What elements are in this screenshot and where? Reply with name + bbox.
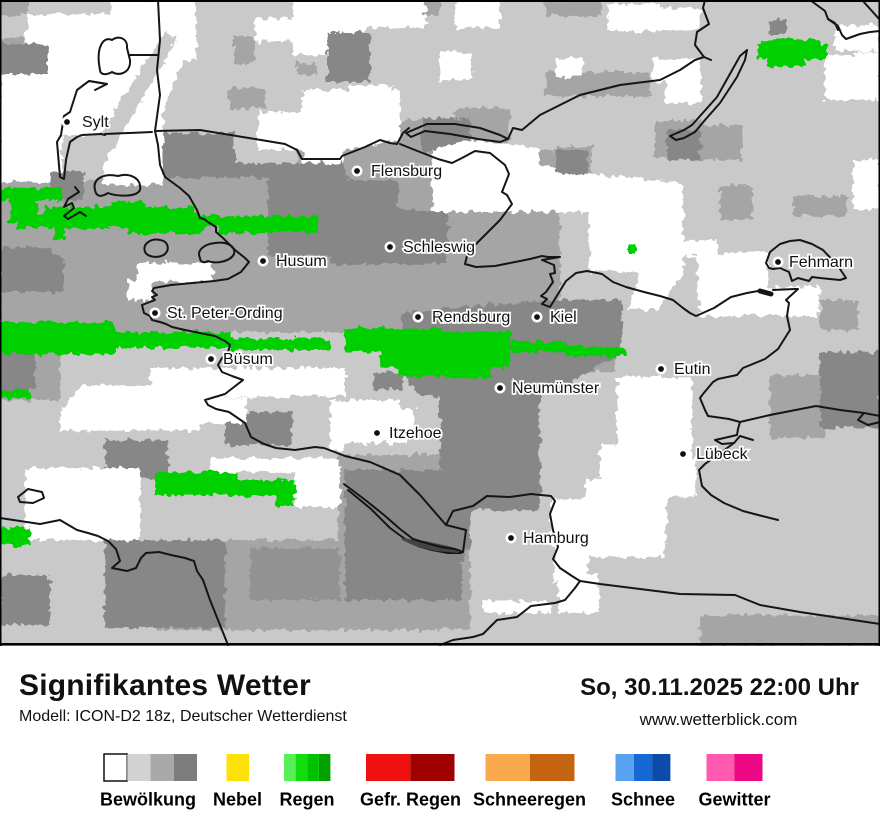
svg-text:Eutin: Eutin (674, 361, 710, 378)
svg-text:Flensburg: Flensburg (371, 163, 442, 180)
svg-text:Husum: Husum (276, 253, 327, 270)
svg-text:Fehmarn: Fehmarn (789, 254, 853, 271)
svg-text:Kiel: Kiel (550, 309, 577, 326)
svg-text:Büsum: Büsum (223, 351, 273, 368)
svg-text:Nebel: Nebel (213, 790, 262, 810)
svg-text:Neumünster: Neumünster (512, 380, 600, 397)
svg-text:Bewölkung: Bewölkung (100, 790, 196, 810)
svg-text:Schneeregen: Schneeregen (473, 790, 586, 810)
svg-text:Gewitter: Gewitter (698, 790, 770, 810)
svg-text:Hamburg: Hamburg (523, 530, 589, 547)
svg-text:Itzehoe: Itzehoe (389, 425, 442, 442)
svg-text:Sylt: Sylt (82, 114, 109, 131)
svg-text:Regen: Regen (279, 790, 334, 810)
svg-text:Gefr. Regen: Gefr. Regen (360, 790, 461, 810)
svg-text:St. Peter-Ording: St. Peter-Ording (167, 305, 283, 322)
svg-text:Rendsburg: Rendsburg (432, 309, 510, 326)
svg-text:Schleswig: Schleswig (403, 239, 475, 256)
svg-text:Schnee: Schnee (611, 790, 675, 810)
svg-text:Lübeck: Lübeck (696, 446, 749, 463)
